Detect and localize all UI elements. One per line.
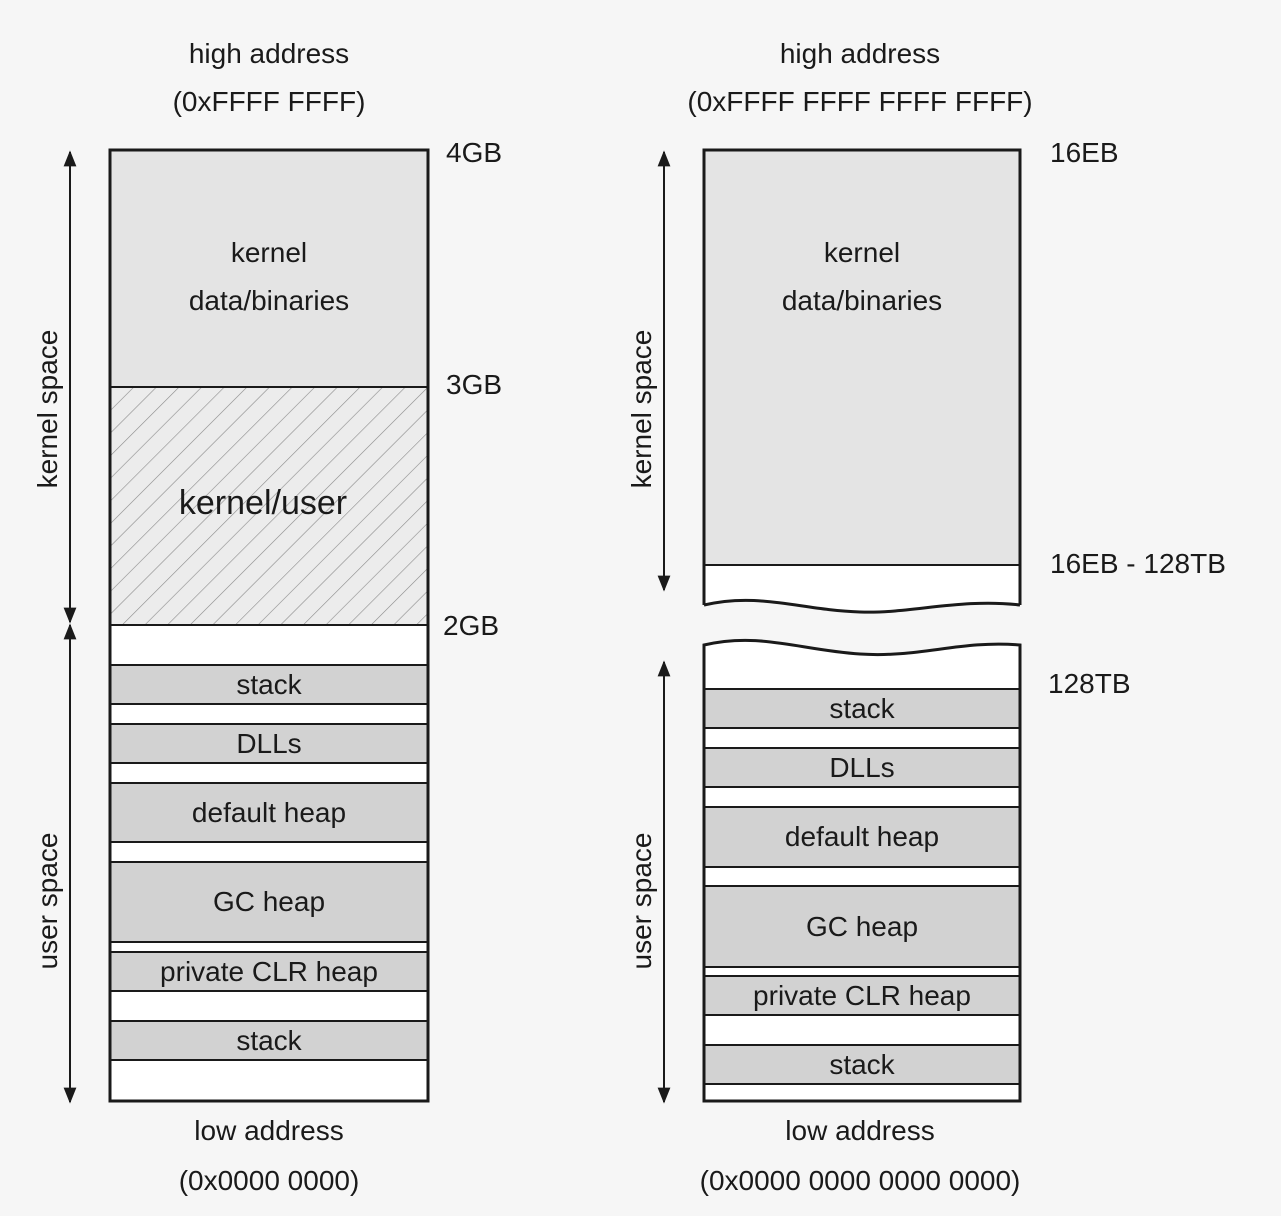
right-mark-16eb-128tb: 16EB - 128TB	[1050, 548, 1226, 579]
right-high-address-value: (0xFFFF FFFF FFFF FFFF)	[687, 86, 1033, 117]
right-column-bottom	[702, 638, 1022, 1103]
right-segment-block-3	[703, 885, 1021, 968]
right-break-top-edge	[703, 598, 1021, 614]
right-segment-label-1: DLLs	[829, 751, 895, 783]
left-segment-label-5: stack	[236, 1024, 302, 1056]
left-shared-region-label: kernel/user	[178, 484, 348, 522]
left-kernel-region	[110, 150, 428, 387]
right-segment-block-1	[703, 747, 1021, 788]
left-mark-4gb: 4GB	[446, 137, 503, 168]
right-segment-label-0: stack	[829, 692, 895, 724]
right-low-address-value: (0x0000 0000 0000 0000)	[699, 1165, 1021, 1196]
left-kernel-region-label-1: kernel	[230, 237, 308, 268]
right-segment-block-2	[703, 806, 1021, 868]
left-high-address-value: (0xFFFF FFFF)	[172, 86, 366, 117]
left-column-outline	[108, 148, 430, 1103]
right-segment-block-5	[703, 1044, 1021, 1085]
right-kernel-space-label: kernel space	[626, 329, 657, 489]
left-column	[108, 148, 430, 1103]
right-segment-label-5: stack	[829, 1048, 895, 1080]
right-low-address-label: low address	[785, 1115, 935, 1146]
left-low-address-value: (0x0000 0000)	[178, 1165, 360, 1196]
right-mark-16eb: 16EB	[1050, 137, 1119, 168]
right-user-space-label: user space	[626, 832, 657, 970]
left-segment-label-4: private CLR heap	[160, 955, 378, 987]
left-mark-3gb: 3GB	[446, 369, 503, 400]
right-kernel-region-label-1: kernel	[823, 237, 901, 268]
left-shared-region	[110, 387, 428, 625]
right-column-top	[702, 148, 1022, 614]
right-segment-block-4	[703, 975, 1021, 1016]
right-high-address-label: high address	[779, 38, 941, 69]
left-segment-label-1: DLLs	[236, 727, 302, 759]
left-segment-label-0: stack	[236, 668, 302, 700]
right-segment-label-2: default heap	[784, 821, 940, 852]
left-low-address-label: low address	[194, 1115, 344, 1146]
left-segment-label-2: default heap	[191, 796, 347, 828]
right-mark-128tb: 128TB	[1048, 668, 1131, 699]
right-kernel-region-label-2: data/binaries	[781, 285, 943, 316]
right-segment-label-3: GC heap	[805, 910, 919, 942]
left-user-space-label: user space	[32, 832, 63, 970]
left-kernel-space-label: kernel space	[32, 329, 63, 489]
left-mark-2gb: 2GB	[443, 610, 500, 641]
right-segment-label-4: private CLR heap	[753, 979, 971, 1011]
left-high-address-label: high address	[188, 38, 350, 69]
right-break-bottom-edge	[702, 638, 1022, 1103]
right-kernel-region	[704, 150, 1020, 565]
left-segment-label-3: GC heap	[212, 886, 326, 917]
left-kernel-region-label-2: data/binaries	[188, 285, 350, 316]
